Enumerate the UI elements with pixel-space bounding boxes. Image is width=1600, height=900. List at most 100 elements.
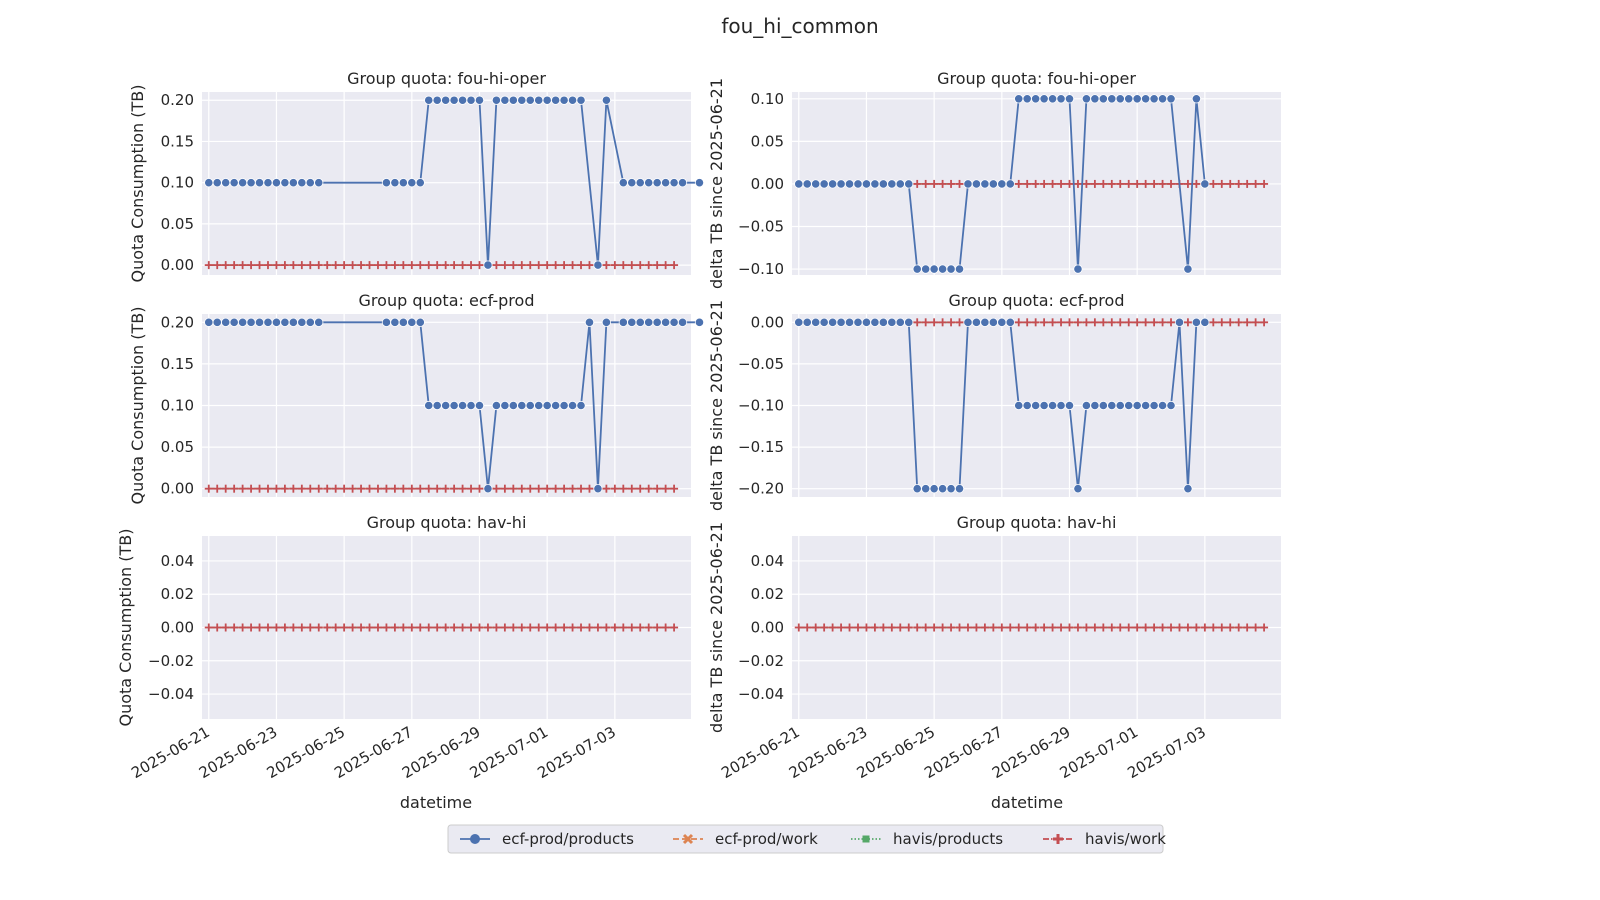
data-point [559, 95, 569, 105]
data-point [491, 400, 502, 411]
data-point [1005, 179, 1015, 189]
data-point [407, 178, 417, 188]
y-axis-label: Quota Consumption (TB) [128, 85, 147, 283]
data-point [644, 317, 654, 327]
data-point [457, 95, 468, 105]
data-point [288, 178, 298, 188]
data-point [946, 484, 956, 494]
subplot-6: −0.04 −0.02 0.00 0.02 0.04 Group quota: hav-h… [707, 513, 1281, 782]
data-point [1132, 94, 1142, 104]
data-point [811, 317, 821, 327]
figure-title: fou_hi_common [721, 14, 878, 38]
y-tick-label: 0.15 [161, 355, 194, 373]
data-point [1014, 400, 1024, 411]
y-tick-label: 0.04 [751, 552, 784, 570]
y-tick-label: 0.00 [751, 619, 784, 637]
data-point [221, 317, 231, 327]
y-tick-label: 0.20 [161, 313, 194, 331]
y-tick-label: −0.15 [738, 438, 784, 456]
data-point [669, 317, 679, 327]
data-point [567, 95, 578, 105]
y-axis-label: delta TB since 2025-06-21 [707, 522, 726, 733]
data-point [669, 178, 679, 188]
y-tick-label: 0.10 [161, 174, 194, 192]
y-tick-label: 0.05 [751, 132, 784, 150]
data-point [593, 484, 603, 494]
data-point [887, 317, 897, 327]
data-point [1073, 484, 1083, 494]
data-point [954, 264, 965, 274]
data-point [929, 264, 939, 274]
data-point [525, 400, 535, 411]
data-point [559, 400, 569, 411]
data-point [246, 317, 256, 327]
data-point [819, 179, 829, 189]
data-point [534, 400, 544, 411]
legend-entry: ecf-prod/products [460, 830, 634, 848]
data-point [887, 179, 897, 189]
data-point [254, 317, 265, 327]
data-point [381, 178, 392, 188]
data-point [1081, 400, 1092, 411]
y-tick-label: −0.20 [738, 480, 784, 498]
data-point [297, 317, 307, 327]
data-point [819, 317, 829, 327]
subplot-title: Group quota: ecf-prod [949, 291, 1125, 310]
legend-label: havis/work [1085, 830, 1166, 848]
legend-label: havis/products [893, 830, 1003, 848]
data-point [483, 260, 493, 270]
data-point [895, 179, 905, 189]
data-point [551, 400, 561, 411]
data-point [1047, 94, 1058, 104]
data-point [212, 178, 222, 188]
legend-entry: havis/products [851, 830, 1003, 848]
y-tick-label: 0.20 [161, 91, 194, 109]
y-tick-label: 0.05 [161, 215, 194, 233]
data-point [1081, 94, 1092, 104]
data-point [314, 317, 324, 327]
data-point [878, 317, 888, 327]
data-point [238, 178, 248, 188]
data-point [584, 317, 595, 327]
y-tick-label: −0.05 [738, 355, 784, 373]
y-tick-label: 0.00 [161, 480, 194, 498]
data-point [1174, 317, 1185, 327]
data-point [254, 178, 265, 188]
y-axis-label: Quota Consumption (TB) [128, 307, 147, 505]
data-point [542, 400, 552, 411]
data-point [997, 179, 1007, 189]
data-point [271, 317, 282, 327]
legend-marker [682, 833, 694, 845]
data-point [204, 178, 214, 188]
subplots-grid: 0.00 0.05 0.10 0.15 0.20 Group quota: fou-hi-… [116, 69, 1281, 782]
data-point [381, 317, 392, 327]
data-point [811, 179, 821, 189]
data-point [635, 178, 645, 188]
data-point [314, 178, 324, 188]
data-point [1047, 400, 1058, 411]
data-point [305, 317, 315, 327]
legend-frame [447, 824, 1164, 854]
data-point [491, 95, 502, 105]
data-point [576, 95, 586, 105]
data-point [280, 317, 290, 327]
data-point [1124, 400, 1134, 411]
subplot-3: 0.00 0.05 0.10 0.15 0.20 Group quota: ecf-pro… [128, 291, 705, 505]
data-point [534, 95, 544, 105]
data-point [263, 317, 273, 327]
data-point [1073, 264, 1083, 274]
data-point [677, 178, 688, 188]
data-point [618, 317, 628, 327]
data-point [1039, 94, 1049, 104]
data-point [971, 317, 982, 327]
data-point [500, 95, 510, 105]
data-point [988, 179, 998, 189]
y-tick-label: −0.04 [738, 685, 784, 703]
data-point [971, 179, 982, 189]
data-point [305, 178, 315, 188]
data-point [1191, 317, 1201, 327]
data-point [1107, 94, 1117, 104]
data-point [1039, 400, 1049, 411]
data-point [508, 400, 518, 411]
subplot-5: −0.04 −0.02 0.00 0.02 0.04 Group quota: hav-h… [116, 513, 691, 782]
